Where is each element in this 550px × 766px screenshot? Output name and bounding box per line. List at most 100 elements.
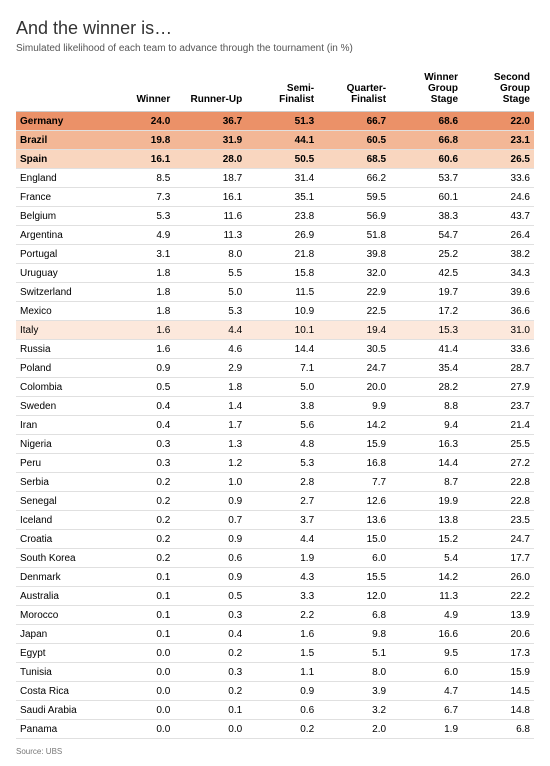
- cell-value: 0.0: [102, 663, 174, 682]
- cell-value: 1.4: [174, 397, 246, 416]
- cell-value: 60.1: [390, 188, 462, 207]
- table-row: Brazil19.831.944.160.566.823.1: [16, 131, 534, 150]
- cell-value: 36.7: [174, 112, 246, 131]
- cell-value: 0.3: [102, 435, 174, 454]
- cell-value: 2.8: [246, 473, 318, 492]
- cell-value: 5.1: [318, 644, 390, 663]
- cell-value: 16.8: [318, 454, 390, 473]
- cell-value: 0.6: [246, 701, 318, 720]
- team-name: Australia: [16, 587, 102, 606]
- cell-value: 27.2: [462, 454, 534, 473]
- cell-value: 68.6: [390, 112, 462, 131]
- cell-value: 9.8: [318, 625, 390, 644]
- cell-value: 18.7: [174, 169, 246, 188]
- table-row: Panama0.00.00.22.01.96.8: [16, 720, 534, 739]
- cell-value: 17.2: [390, 302, 462, 321]
- cell-value: 42.5: [390, 264, 462, 283]
- cell-value: 24.0: [102, 112, 174, 131]
- cell-value: 19.4: [318, 321, 390, 340]
- cell-value: 1.3: [174, 435, 246, 454]
- team-name: Colombia: [16, 378, 102, 397]
- cell-value: 53.7: [390, 169, 462, 188]
- team-name: Peru: [16, 454, 102, 473]
- cell-value: 15.2: [390, 530, 462, 549]
- team-name: Panama: [16, 720, 102, 739]
- cell-value: 56.9: [318, 207, 390, 226]
- cell-value: 23.8: [246, 207, 318, 226]
- table-row: Poland0.92.97.124.735.428.7: [16, 359, 534, 378]
- table-row: Argentina4.911.326.951.854.726.4: [16, 226, 534, 245]
- team-name: Nigeria: [16, 435, 102, 454]
- cell-value: 14.4: [390, 454, 462, 473]
- cell-value: 26.5: [462, 150, 534, 169]
- cell-value: 31.4: [246, 169, 318, 188]
- table-row: Portugal3.18.021.839.825.238.2: [16, 245, 534, 264]
- cell-value: 30.5: [318, 340, 390, 359]
- cell-value: 1.9: [390, 720, 462, 739]
- cell-value: 0.2: [102, 549, 174, 568]
- team-name: Mexico: [16, 302, 102, 321]
- cell-value: 2.0: [318, 720, 390, 739]
- cell-value: 0.5: [174, 587, 246, 606]
- cell-value: 15.9: [318, 435, 390, 454]
- cell-value: 22.8: [462, 473, 534, 492]
- team-name: Japan: [16, 625, 102, 644]
- page-subtitle: Simulated likelihood of each team to adv…: [16, 43, 534, 54]
- cell-value: 14.4: [246, 340, 318, 359]
- col-header: WinnerGroupStage: [390, 66, 462, 112]
- cell-value: 19.8: [102, 131, 174, 150]
- cell-value: 1.9: [246, 549, 318, 568]
- col-header: SecondGroupStage: [462, 66, 534, 112]
- cell-value: 22.9: [318, 283, 390, 302]
- team-name: Serbia: [16, 473, 102, 492]
- cell-value: 60.5: [318, 131, 390, 150]
- cell-value: 0.2: [174, 644, 246, 663]
- cell-value: 23.1: [462, 131, 534, 150]
- cell-value: 14.2: [390, 568, 462, 587]
- cell-value: 0.2: [102, 530, 174, 549]
- table-row: Japan0.10.41.69.816.620.6: [16, 625, 534, 644]
- cell-value: 66.7: [318, 112, 390, 131]
- cell-value: 11.3: [390, 587, 462, 606]
- team-name: Senegal: [16, 492, 102, 511]
- team-name: Italy: [16, 321, 102, 340]
- cell-value: 0.9: [174, 492, 246, 511]
- cell-value: 7.3: [102, 188, 174, 207]
- cell-value: 28.7: [462, 359, 534, 378]
- source-text: Source: UBS: [16, 747, 534, 756]
- table-row: Colombia0.51.85.020.028.227.9: [16, 378, 534, 397]
- cell-value: 11.6: [174, 207, 246, 226]
- data-table: WinnerRunner-UpSemi-FinalistQuarter-Fina…: [16, 66, 534, 739]
- cell-value: 26.9: [246, 226, 318, 245]
- cell-value: 3.7: [246, 511, 318, 530]
- cell-value: 15.0: [318, 530, 390, 549]
- cell-value: 20.0: [318, 378, 390, 397]
- cell-value: 1.8: [174, 378, 246, 397]
- col-header: Semi-Finalist: [246, 66, 318, 112]
- cell-value: 22.8: [462, 492, 534, 511]
- cell-value: 13.8: [390, 511, 462, 530]
- cell-value: 11.5: [246, 283, 318, 302]
- col-team: [16, 66, 102, 112]
- cell-value: 16.1: [174, 188, 246, 207]
- cell-value: 0.1: [102, 625, 174, 644]
- table-header-row: WinnerRunner-UpSemi-FinalistQuarter-Fina…: [16, 66, 534, 112]
- team-name: Spain: [16, 150, 102, 169]
- cell-value: 1.6: [102, 340, 174, 359]
- team-name: Iran: [16, 416, 102, 435]
- cell-value: 44.1: [246, 131, 318, 150]
- team-name: Argentina: [16, 226, 102, 245]
- team-name: South Korea: [16, 549, 102, 568]
- cell-value: 32.0: [318, 264, 390, 283]
- cell-value: 5.3: [174, 302, 246, 321]
- team-name: Russia: [16, 340, 102, 359]
- page-title: And the winner is…: [16, 18, 534, 39]
- team-name: Tunisia: [16, 663, 102, 682]
- cell-value: 0.3: [174, 606, 246, 625]
- col-header: Runner-Up: [174, 66, 246, 112]
- cell-value: 6.8: [462, 720, 534, 739]
- cell-value: 1.6: [102, 321, 174, 340]
- table-row: Denmark0.10.94.315.514.226.0: [16, 568, 534, 587]
- team-name: Brazil: [16, 131, 102, 150]
- cell-value: 1.8: [102, 264, 174, 283]
